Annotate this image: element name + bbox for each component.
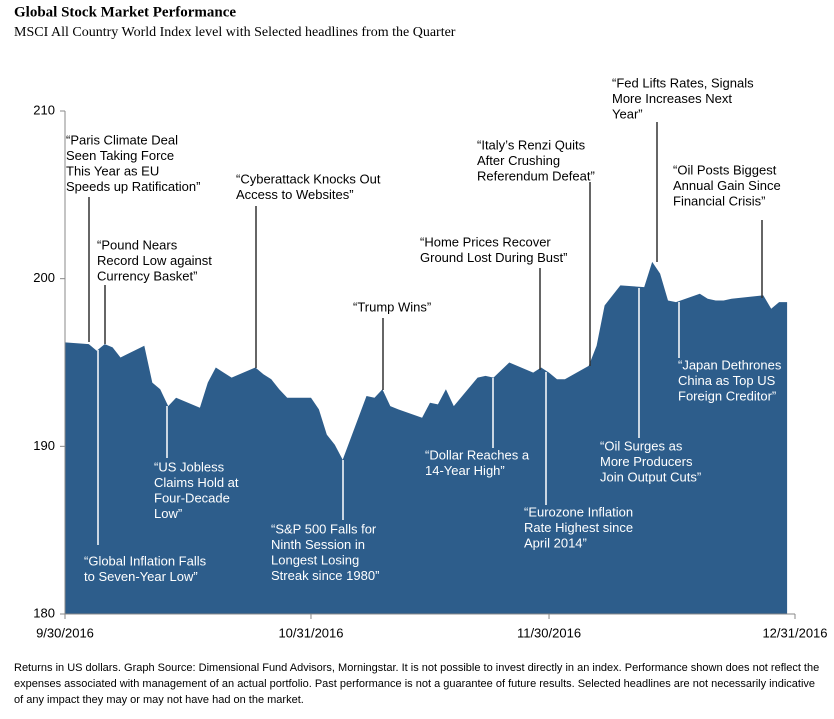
annotation-text: April 2014” xyxy=(524,535,587,550)
area xyxy=(65,261,788,614)
annotation-text: Annual Gain Since xyxy=(673,178,781,193)
annotation-text: Streak since 1980” xyxy=(271,568,379,583)
chart-title: Global Stock Market Performance xyxy=(14,4,236,20)
annotation-text: More Increases Next xyxy=(612,91,732,106)
annotation-text: This Year as EU xyxy=(66,163,159,178)
annotation-text: Ninth Session in xyxy=(271,537,365,552)
annotation-text: “Japan Dethrones xyxy=(678,357,782,372)
annotation-text: “Trump Wins” xyxy=(353,299,431,314)
annotation-text: “Eurozone Inflation xyxy=(524,504,633,519)
x-tick-label: 12/31/2016 xyxy=(762,625,827,640)
annotation-text: Financial Crisis” xyxy=(673,193,765,208)
annotation-text: After Crushing xyxy=(477,153,560,168)
annotation-text: “Dollar Reaches a xyxy=(425,447,530,462)
annotation-text: Longest Losing xyxy=(271,552,359,567)
chart-subtitle: MSCI All Country World Index level with … xyxy=(14,25,456,40)
y-tick-label: 200 xyxy=(33,270,55,285)
annotation-text: Low” xyxy=(154,506,182,521)
x-tick-label: 10/31/2016 xyxy=(278,625,343,640)
y-tick-label: 190 xyxy=(33,438,55,453)
annotation-text: More Producers xyxy=(600,454,693,469)
annotation-text: “Home Prices Recover xyxy=(420,234,551,249)
annotation-text: Year” xyxy=(612,106,643,121)
annotation-text: Rate Highest since xyxy=(524,520,633,535)
annotation-text: “Italy’s Renzi Quits xyxy=(477,137,586,152)
annotation-text: “Oil Surges as xyxy=(600,438,683,453)
annotation-text: Speeds up Ratification” xyxy=(66,179,200,194)
chart: Global Stock Market Performance MSCI All… xyxy=(14,4,828,640)
y-tick-label: 210 xyxy=(33,102,55,117)
annotation-text: “Fed Lifts Rates, Signals xyxy=(612,75,754,90)
annotation-text: Seen Taking Force xyxy=(66,148,174,163)
annotation-text: Currency Basket” xyxy=(97,268,197,283)
annotation-text: “US Jobless xyxy=(154,459,225,474)
annotation-text: Record Low against xyxy=(97,253,212,268)
annotation-text: to Seven-Year Low” xyxy=(84,569,198,584)
annotation-text: Join Output Cuts” xyxy=(600,469,701,484)
x-tick-label: 9/30/2016 xyxy=(36,625,94,640)
x-tick-label: 11/30/2016 xyxy=(517,625,581,640)
annotation-text: Four-Decade xyxy=(154,490,230,505)
annotation-text: “Paris Climate Deal xyxy=(66,132,178,147)
annotation-text: China as Top US xyxy=(678,373,776,388)
annotation-text: 14-Year High” xyxy=(425,463,505,478)
annotation-text: Claims Hold at xyxy=(154,475,239,490)
annotation-text: “S&P 500 Falls for xyxy=(271,521,377,536)
annotation-text: Foreign Creditor” xyxy=(678,388,776,403)
annotation-text: Referendum Defeat” xyxy=(477,168,595,183)
footnote: Returns in US dollars. Graph Source: Dim… xyxy=(14,662,820,706)
annotation-text: “Global Inflation Falls xyxy=(84,553,207,568)
y-tick-label: 180 xyxy=(33,605,55,620)
annotation-text: “Pound Nears xyxy=(97,237,178,252)
annotation-text: Access to Websites” xyxy=(236,187,354,202)
annotation-text: “Oil Posts Biggest xyxy=(673,162,777,177)
annotation-text: Ground Lost During Bust” xyxy=(420,250,567,265)
annotation-text: “Cyberattack Knocks Out xyxy=(236,171,381,186)
